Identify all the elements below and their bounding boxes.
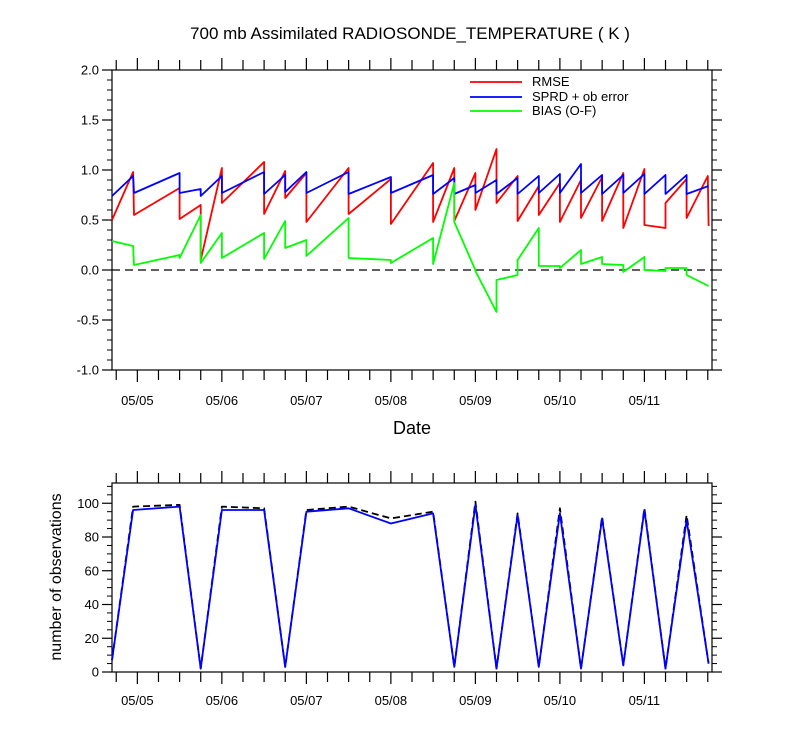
y-tick-label: 20 <box>85 631 99 646</box>
x-tick-label: 05/11 <box>629 393 661 408</box>
top-y-axis: -1.0 -0.5 0.0 0.5 1.0 1.5 2.0 <box>77 63 722 378</box>
y-tick-label: 0.0 <box>81 263 99 278</box>
x-tick-label: 05/07 <box>290 693 323 708</box>
x-tick-label: 05/08 <box>375 693 408 708</box>
series-line-bias-o-f <box>111 182 710 313</box>
x-axis-label: Date <box>393 418 431 438</box>
top-plot-frame <box>111 69 713 371</box>
top-x-axis: 05/05 05/06 05/07 05/08 05/09 05/10 05/11 <box>115 58 709 408</box>
y-tick-label: 2.0 <box>81 63 99 78</box>
x-tick-label: 05/05 <box>121 393 154 408</box>
y-tick-label: 80 <box>85 530 99 545</box>
y-tick-label: 1.5 <box>81 113 99 128</box>
x-tick-label: 05/05 <box>121 693 154 708</box>
x-tick-label: 05/07 <box>290 393 323 408</box>
x-tick-label: 05/10 <box>544 693 577 708</box>
bottom-x-axis: 05/05 05/06 05/07 05/08 05/09 05/10 05/11 <box>115 471 709 708</box>
bottom-y-axis: 0 20 40 60 80 100 <box>77 485 722 680</box>
x-tick-label: 05/09 <box>459 393 492 408</box>
y-tick-label: 60 <box>85 563 99 578</box>
y-tick-label: -0.5 <box>77 313 99 328</box>
y-tick-label: 0 <box>92 665 99 680</box>
x-tick-label: 05/11 <box>629 693 661 708</box>
x-tick-label: 05/06 <box>206 693 239 708</box>
y-tick-label: 0.5 <box>81 213 99 228</box>
legend-label-bias: BIAS (O-F) <box>532 103 596 118</box>
x-tick-label: 05/08 <box>375 393 408 408</box>
y-axis-label-observations: number of observations <box>48 493 65 660</box>
y-tick-label: 1.0 <box>81 163 99 178</box>
x-tick-label: 05/06 <box>206 393 239 408</box>
x-tick-label: 05/09 <box>459 693 492 708</box>
y-tick-label: -1.0 <box>77 363 99 378</box>
x-tick-label: 05/10 <box>544 393 577 408</box>
legend-label-rmse: RMSE <box>532 74 570 89</box>
bottom-series-group <box>111 500 710 670</box>
legend: RMSE SPRD + ob error BIAS (O-F) <box>470 74 629 118</box>
series-line-sprd-ob-error <box>111 163 709 197</box>
top-panel: -1.0-0.50.00.51.01.52.0 05/05 05/06 05/07 0… <box>77 58 722 438</box>
y-tick-label: 100 <box>77 496 99 511</box>
series-line-observations-assimilated <box>111 503 710 670</box>
bottom-plot-frame <box>111 482 713 673</box>
series-line-observations-possible <box>111 500 710 670</box>
chart-title: 700 mb Assimilated RADIOSONDE_TEMPERATUR… <box>190 24 630 43</box>
y-tick-label: 40 <box>85 597 99 612</box>
legend-label-sprd: SPRD + ob error <box>532 89 629 104</box>
top-series-group <box>111 148 710 313</box>
